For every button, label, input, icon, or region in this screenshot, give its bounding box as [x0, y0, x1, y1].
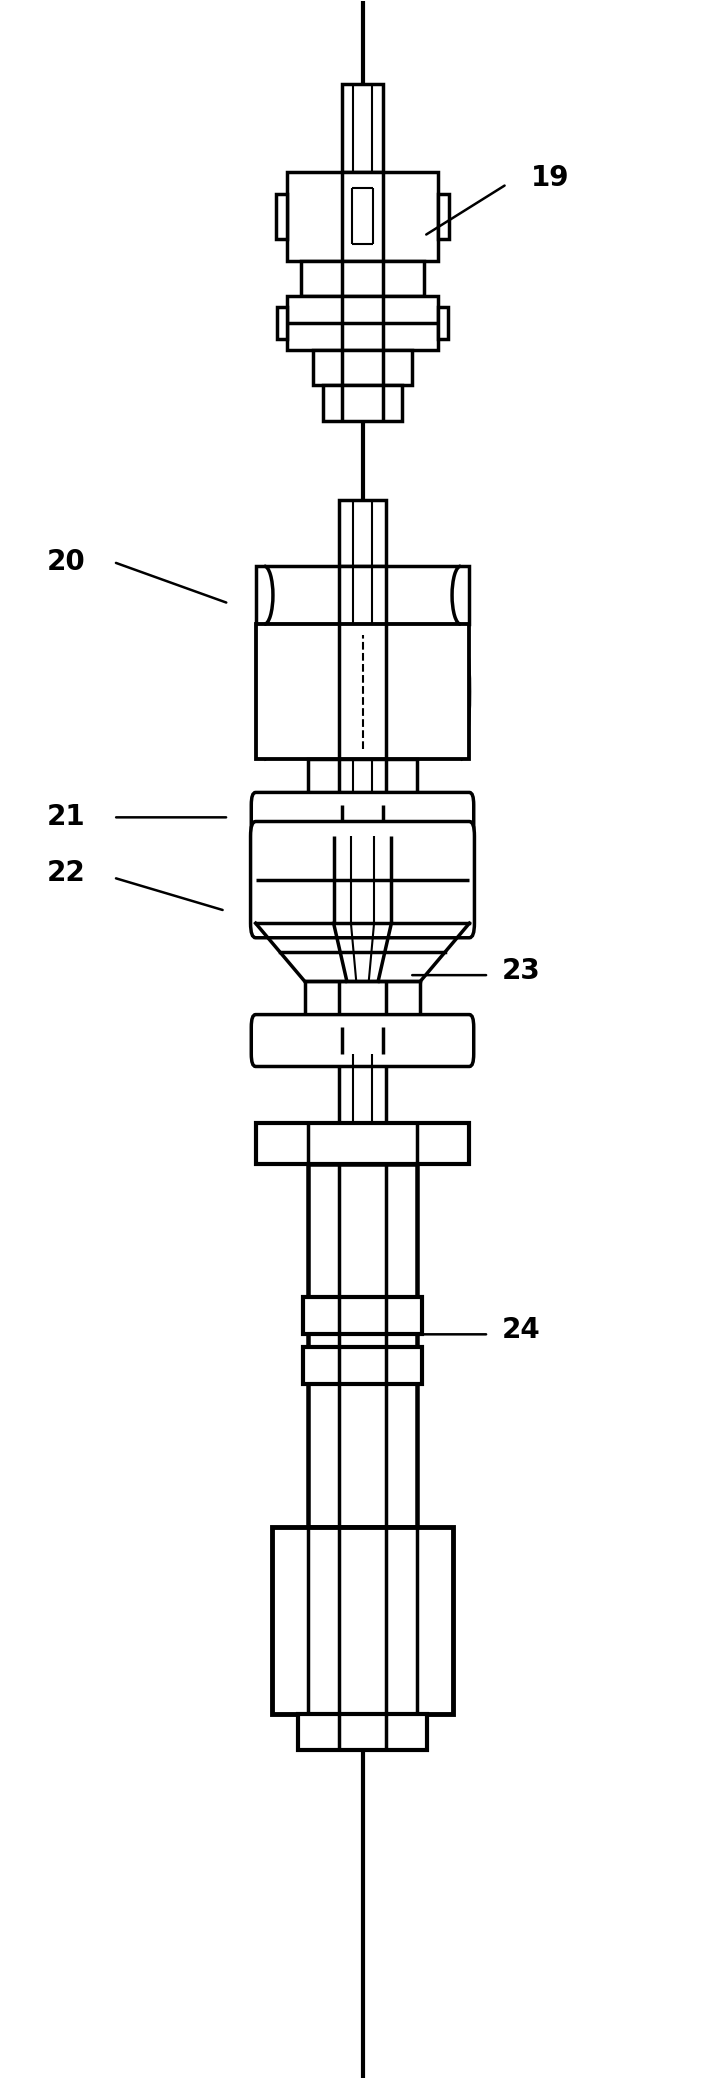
Bar: [323, 385, 402, 420]
Bar: [302, 1347, 423, 1385]
Bar: [439, 308, 449, 339]
Polygon shape: [256, 923, 469, 981]
Text: 21: 21: [47, 802, 86, 832]
Bar: [297, 1715, 428, 1751]
Bar: [304, 981, 420, 1023]
Bar: [308, 759, 417, 800]
FancyBboxPatch shape: [252, 792, 473, 844]
Text: 20: 20: [47, 549, 86, 576]
Bar: [276, 308, 286, 339]
FancyBboxPatch shape: [252, 1015, 473, 1067]
Text: 22: 22: [47, 859, 86, 888]
Bar: [342, 85, 383, 173]
Text: 24: 24: [502, 1316, 541, 1345]
FancyBboxPatch shape: [251, 821, 474, 938]
Bar: [276, 193, 286, 239]
Bar: [272, 1528, 453, 1715]
Bar: [286, 173, 439, 262]
Bar: [308, 1164, 417, 1528]
Bar: [339, 499, 386, 565]
Bar: [439, 193, 450, 239]
Text: 19: 19: [531, 164, 570, 191]
Bar: [301, 262, 424, 295]
Text: 23: 23: [502, 956, 541, 985]
Bar: [302, 1297, 423, 1335]
Bar: [256, 565, 469, 624]
Bar: [339, 1054, 386, 1123]
Bar: [256, 624, 469, 759]
Bar: [256, 1123, 469, 1164]
Bar: [313, 349, 412, 385]
Bar: [286, 295, 439, 349]
